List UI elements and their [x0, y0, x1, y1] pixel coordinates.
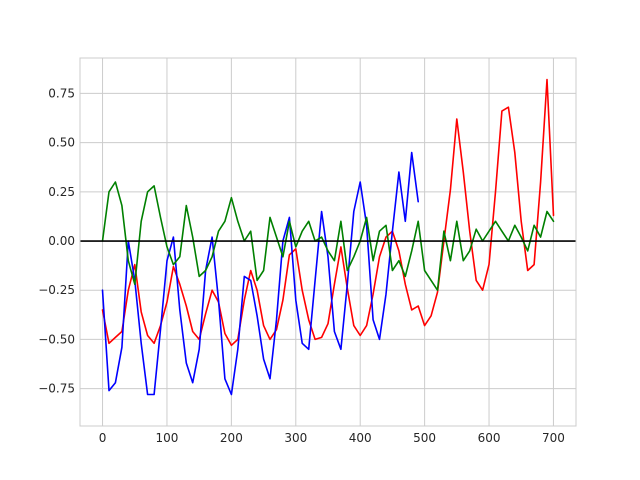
y-tick-label: −0.25 — [38, 283, 75, 297]
x-tick-label: 0 — [99, 431, 107, 445]
y-tick-label: −0.50 — [38, 332, 75, 346]
grid-lines — [80, 58, 576, 426]
y-tick-label: 0.00 — [48, 234, 75, 248]
x-tick-label: 400 — [349, 431, 372, 445]
axes-border — [79, 57, 577, 427]
y-tick-label: 0.50 — [48, 136, 75, 150]
x-tick-label: 300 — [284, 431, 307, 445]
y-tick-label: 0.75 — [48, 86, 75, 100]
series-layer — [101, 78, 555, 396]
x-tick-label: 700 — [542, 431, 565, 445]
y-tick-labels: −0.75 −0.50 −0.25 0.00 0.25 0.50 0.75 — [38, 86, 75, 395]
series-line-2 — [101, 151, 420, 396]
x-tick-labels: 0 100 200 300 400 500 600 700 — [99, 431, 565, 445]
y-tick-label: −0.75 — [38, 382, 75, 396]
series-line-3 — [101, 181, 555, 292]
axes-frame — [79, 57, 577, 427]
plot-area — [80, 58, 576, 426]
x-tick-label: 100 — [156, 431, 179, 445]
x-tick-label: 500 — [413, 431, 436, 445]
x-tick-label: 600 — [478, 431, 501, 445]
x-tick-label: 200 — [220, 431, 243, 445]
y-tick-label: 0.25 — [48, 185, 75, 199]
